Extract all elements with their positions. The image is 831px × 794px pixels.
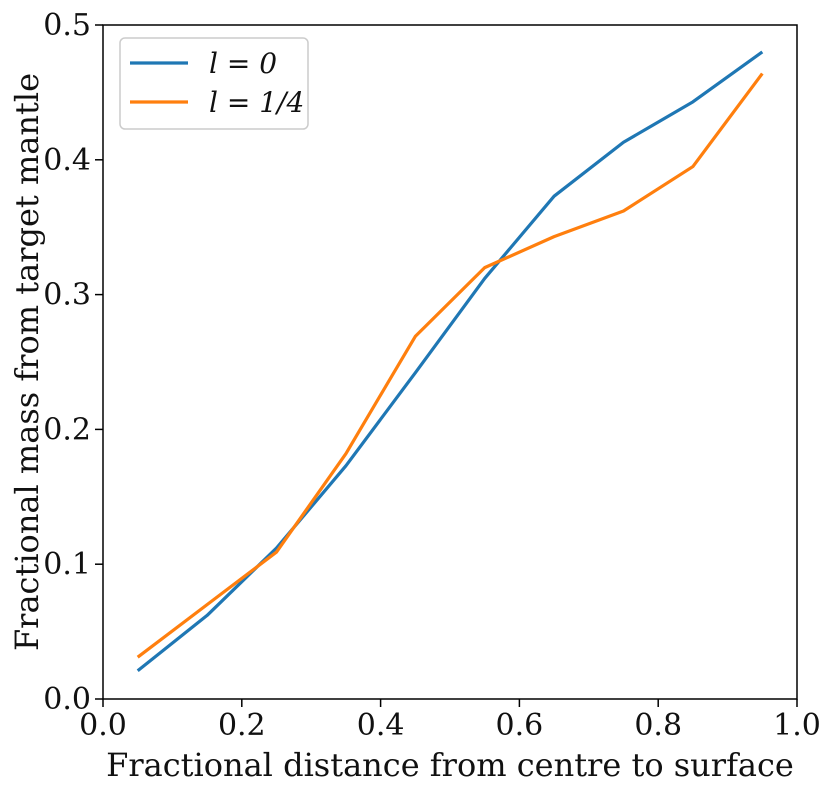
- x-tick-label: 0.0: [79, 708, 127, 743]
- y-tick-label: 0.2: [43, 412, 91, 447]
- x-tick-label: 0.6: [496, 708, 544, 743]
- y-axis-label: Fractional mass from target mantle: [8, 73, 46, 651]
- x-tick-label: 0.4: [357, 708, 405, 743]
- x-axis-label: Fractional distance from centre to surfa…: [106, 746, 794, 784]
- axes-frame: [102, 24, 798, 700]
- axis-ticks: 0.0 0.2 0.4 0.6 0.8 1.0 0.0 0.1 0.2 0.3 0.4 0.5: [43, 8, 821, 743]
- y-tick-label: 0.5: [43, 8, 91, 43]
- x-tick-label: 0.2: [218, 708, 266, 743]
- legend-box: [119, 37, 309, 130]
- plot-background: [103, 25, 797, 699]
- legend-label-l-0: l = 0: [209, 47, 277, 80]
- series-line-l-0: [136, 50, 764, 672]
- x-tick-label: 0.8: [634, 708, 682, 743]
- y-tick-label: 0.0: [43, 682, 91, 717]
- y-tick-label: 0.3: [43, 278, 91, 313]
- plot-frame: [102, 24, 798, 700]
- y-tick-label: 0.1: [43, 547, 91, 582]
- legend: l = 0 l = 1/4: [119, 37, 309, 130]
- series-lines: [136, 50, 764, 672]
- series-line-l-quarter: [136, 72, 764, 659]
- y-tick-label: 0.4: [43, 143, 91, 178]
- legend-label-l-quarter: l = 1/4: [209, 86, 304, 119]
- x-tick-label: 1.0: [773, 708, 821, 743]
- plot-area: [103, 25, 797, 699]
